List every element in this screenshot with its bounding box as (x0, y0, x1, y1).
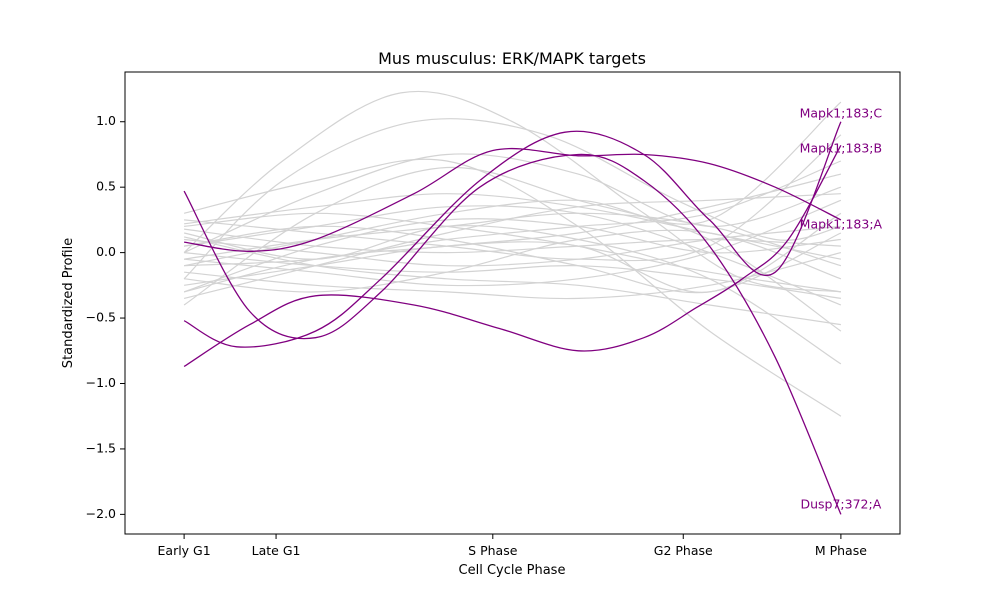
background-series-line (183, 225, 842, 365)
background-series-line (183, 218, 841, 293)
y-tick-label: 0.0 (96, 244, 116, 259)
y-tick-label: −0.5 (86, 310, 116, 325)
background-series-line (184, 193, 842, 260)
x-tick-label: G2 Phase (654, 543, 713, 558)
annotations-group: Mapk1;183;C Mapk1;183;B Mapk1;183;A Dusp7;3… (800, 105, 883, 511)
highlighted-series-group (183, 121, 842, 515)
highlighted-series-line (184, 147, 842, 252)
background-series-line (183, 236, 841, 326)
y-tick-label: −1.0 (86, 375, 116, 390)
background-series-line (183, 166, 842, 332)
x-axis: Early G1 Late G1 S Phase G2 Phase M Phase (158, 534, 867, 558)
y-axis-label: Standardized Profile (61, 238, 76, 368)
y-axis: −2.0 −1.5 −1.0 −0.5 0.0 0.5 1.0 (86, 113, 125, 521)
x-axis-label: Cell Cycle Phase (459, 563, 566, 578)
background-series-line (183, 101, 842, 267)
background-series-line (184, 212, 841, 293)
x-tick-label: M Phase (815, 543, 867, 558)
x-tick-label: Early G1 (158, 543, 211, 558)
chart-title: Mus musculus: ERK/MAPK targets (378, 49, 646, 68)
y-tick-label: 0.5 (96, 179, 116, 194)
background-series-line (184, 205, 842, 306)
x-tick-label: S Phase (468, 543, 518, 558)
x-tick-label: Late G1 (252, 543, 301, 558)
highlighted-series-line (183, 144, 842, 368)
background-series-line (183, 153, 842, 254)
background-series-line (184, 199, 842, 287)
series-annotation: Dusp7;372;A (800, 497, 881, 512)
background-series-line (184, 252, 842, 300)
background-series-line (183, 173, 842, 293)
y-tick-label: −2.0 (86, 506, 116, 521)
y-tick-label: 1.0 (96, 113, 116, 128)
background-series-line (183, 158, 842, 417)
background-series-line (183, 118, 842, 280)
highlighted-series-line (183, 153, 842, 515)
background-series-line (184, 160, 842, 267)
series-annotation: Mapk1;183;C (800, 105, 883, 120)
axes-frame (124, 71, 901, 535)
background-series-line (184, 252, 841, 299)
y-tick-label: −1.5 (86, 440, 116, 455)
series-annotation: Mapk1;183;B (800, 141, 882, 156)
background-series-line (183, 193, 841, 299)
background-series-line (184, 134, 842, 262)
series-annotation: Mapk1;183;A (800, 217, 883, 232)
plot-area: Mapk1;183;C Mapk1;183;B Mapk1;183;A Dusp7;3… (183, 90, 883, 515)
